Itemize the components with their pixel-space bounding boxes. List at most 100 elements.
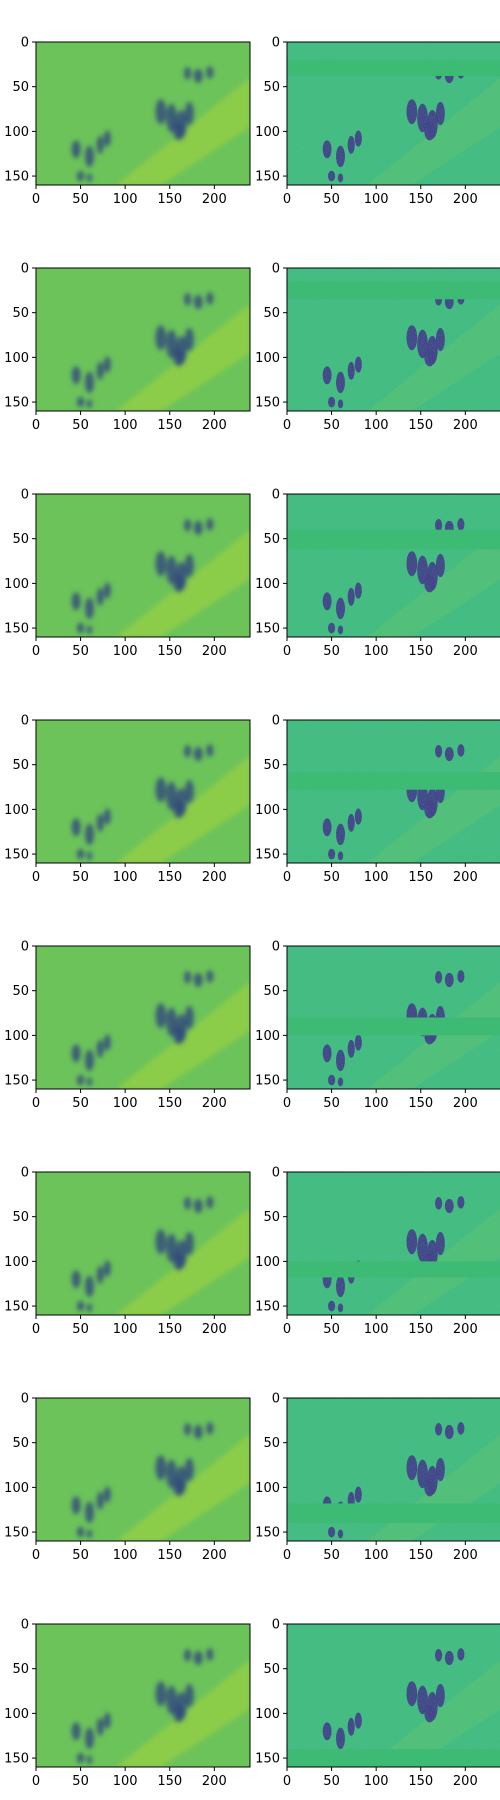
x-tick-label: 100: [113, 644, 138, 659]
axes-frame: [35, 41, 251, 186]
x-tick-label: 100: [113, 418, 138, 433]
x-tick-label: 150: [157, 418, 182, 433]
x-tick-label: 150: [408, 1096, 433, 1111]
x-tick-label: 100: [364, 1774, 389, 1789]
axes-frame: [35, 1397, 251, 1542]
axes-frame: [35, 1623, 251, 1768]
y-tick-label: 0: [272, 1392, 280, 1407]
heatmap-image: [36, 1624, 250, 1767]
y-tick-label: 50: [263, 532, 280, 547]
subplot-detail-7: 0 50 100 150 200 0 50 100 150: [255, 1618, 500, 1789]
heatmap-image: [287, 1172, 500, 1315]
x-tick-label: 100: [364, 644, 389, 659]
y-tick-label: 100: [4, 1481, 29, 1496]
axes-frame: [286, 493, 500, 638]
x-tick-label: 50: [72, 192, 89, 207]
x-tick-label: 200: [202, 644, 227, 659]
x-tick-label: 50: [72, 1322, 89, 1337]
y-tick-label: 150: [255, 170, 280, 185]
y-tick-label: 0: [21, 1392, 29, 1407]
x-tick-label: 150: [157, 192, 182, 207]
x-tick-label: 150: [157, 1548, 182, 1563]
subplot-smoothed-6: 0 50 100 150 200 0 50 100 150: [4, 1392, 251, 1563]
x-tick-label: 50: [72, 418, 89, 433]
y-tick-label: 50: [12, 758, 29, 773]
y-tick-label: 100: [4, 125, 29, 140]
y-tick-label: 100: [255, 125, 280, 140]
axes-frame: [286, 267, 500, 412]
x-tick-label: 50: [323, 1774, 340, 1789]
y-tick-label: 150: [4, 1752, 29, 1767]
y-tick-label: 50: [263, 984, 280, 999]
heatmap-image: [287, 268, 500, 411]
x-tick-label: 100: [113, 1548, 138, 1563]
y-tick-label: 150: [255, 1752, 280, 1767]
y-tick-label: 0: [272, 940, 280, 955]
y-tick-label: 50: [12, 532, 29, 547]
subplot-smoothed-7: 0 50 100 150 200 0 50 100 150: [4, 1618, 251, 1789]
heatmap-image: [287, 1624, 500, 1767]
x-tick-label: 0: [32, 418, 40, 433]
y-tick-label: 50: [12, 80, 29, 95]
axes-frame: [35, 719, 251, 864]
x-tick-label: 100: [364, 1096, 389, 1111]
y-tick-label: 0: [272, 1166, 280, 1181]
x-tick-label: 0: [283, 192, 291, 207]
y-tick-label: 100: [4, 351, 29, 366]
x-tick-label: 0: [32, 1322, 40, 1337]
y-tick-label: 0: [21, 940, 29, 955]
x-tick-label: 50: [72, 1548, 89, 1563]
x-tick-label: 150: [157, 644, 182, 659]
y-tick-label: 150: [4, 622, 29, 637]
y-tick-label: 50: [263, 758, 280, 773]
y-tick-label: 50: [12, 984, 29, 999]
x-tick-label: 0: [283, 1096, 291, 1111]
y-tick-label: 0: [21, 714, 29, 729]
x-tick-label: 0: [283, 870, 291, 885]
x-tick-label: 200: [202, 1096, 227, 1111]
y-tick-label: 50: [263, 306, 280, 321]
x-tick-label: 0: [32, 644, 40, 659]
x-tick-label: 50: [72, 1096, 89, 1111]
y-tick-label: 50: [263, 1436, 280, 1451]
x-tick-label: 150: [157, 1096, 182, 1111]
subplot-detail-1: 0 50 100 150 200 0 50 100 150: [255, 262, 500, 433]
x-tick-label: 200: [453, 1548, 478, 1563]
x-tick-label: 150: [157, 870, 182, 885]
x-tick-label: 200: [453, 1322, 478, 1337]
x-tick-label: 200: [453, 192, 478, 207]
x-tick-label: 200: [202, 192, 227, 207]
x-tick-label: 200: [202, 870, 227, 885]
heatmap-image: [36, 1172, 250, 1315]
subplot-detail-0: 0 50 100 150 200 0 50 100 150: [255, 36, 500, 207]
axes-frame: [35, 267, 251, 412]
x-tick-label: 0: [32, 1096, 40, 1111]
x-tick-label: 200: [453, 1774, 478, 1789]
heatmap-image: [36, 42, 250, 185]
heatmap-image: [36, 720, 250, 863]
axes-frame: [286, 41, 500, 186]
y-tick-label: 0: [272, 488, 280, 503]
x-tick-label: 100: [364, 1322, 389, 1337]
y-tick-label: 50: [12, 306, 29, 321]
y-tick-label: 0: [272, 714, 280, 729]
subplot-detail-3: 0 50 100 150 200 0 50 100 150: [255, 714, 500, 885]
x-tick-label: 0: [32, 1548, 40, 1563]
heatmap-image: [36, 1398, 250, 1541]
x-tick-label: 100: [364, 870, 389, 885]
y-tick-label: 0: [272, 36, 280, 51]
x-tick-label: 0: [283, 1774, 291, 1789]
y-tick-label: 100: [255, 803, 280, 818]
y-tick-label: 100: [4, 1707, 29, 1722]
y-tick-label: 100: [4, 803, 29, 818]
y-tick-label: 50: [12, 1662, 29, 1677]
y-tick-label: 100: [4, 1255, 29, 1270]
x-tick-label: 0: [283, 1322, 291, 1337]
x-tick-label: 150: [408, 418, 433, 433]
y-tick-label: 0: [21, 1618, 29, 1633]
y-tick-label: 100: [255, 351, 280, 366]
y-tick-label: 100: [255, 1481, 280, 1496]
heatmap-image: [287, 42, 500, 185]
y-tick-label: 0: [272, 262, 280, 277]
